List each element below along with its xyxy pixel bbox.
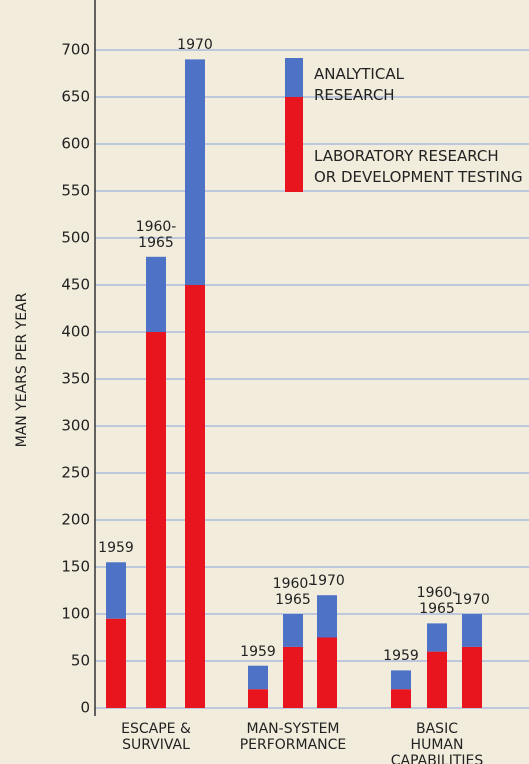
y-tick-label: 400: [61, 323, 90, 341]
y-tick-label: 250: [61, 464, 90, 482]
y-tick-label: 0: [80, 699, 90, 717]
bar-segment: [283, 646, 303, 708]
bar-segment: [462, 614, 482, 647]
bar-segment: [185, 285, 205, 708]
y-tick-label: 300: [61, 417, 90, 435]
bar-segment: [248, 689, 268, 708]
y-tick-label: 600: [61, 135, 90, 153]
bar-label: 1960- 1965: [416, 585, 458, 618]
bar-segment: [462, 646, 482, 708]
bar-segment: [283, 614, 303, 647]
bar-segment: [185, 59, 205, 286]
bar-segment: [146, 256, 166, 332]
bar-label: 1970: [177, 37, 213, 54]
y-tick-label: 500: [61, 229, 90, 247]
y-tick-label: 650: [61, 88, 90, 106]
bar-segment: [106, 562, 126, 619]
bar-label: 1960- 1965: [272, 576, 314, 608]
bar-segment: [391, 670, 411, 690]
bar-segment: [146, 332, 166, 708]
bar-segment: [427, 623, 447, 652]
y-tick-label: 350: [61, 370, 90, 388]
bar-label: 1960- 1965: [135, 218, 177, 251]
group-label: ESCAPE & SURVIVAL: [121, 721, 191, 753]
legend-swatch: [285, 97, 303, 192]
legend-label: LABORATORY RESEARCH OR DEVELOPMENT TESTI…: [314, 147, 523, 186]
y-tick-label: 450: [61, 276, 90, 294]
bar-label: 1959: [383, 648, 419, 665]
group-label: BASIC HUMAN CAPABILITIES: [390, 721, 484, 764]
bar-segment: [427, 651, 447, 708]
bar-segment: [317, 595, 337, 638]
y-tick-label: 100: [61, 605, 90, 623]
y-tick-label: 700: [61, 41, 90, 59]
bar-label: 1959: [98, 540, 134, 557]
group-label: MAN-SYSTEM PERFORMANCE: [239, 721, 347, 753]
bar-segment: [391, 689, 411, 708]
bar-segment: [317, 637, 337, 708]
y-axis-label: MAN YEARS PER YEAR: [14, 292, 30, 447]
y-tick-label: 200: [61, 511, 90, 529]
y-tick-label: 550: [61, 182, 90, 200]
bar-label: 1959: [240, 643, 276, 660]
bar-label: 1970: [454, 592, 490, 608]
bar-segment: [106, 618, 126, 708]
bar-segment: [248, 665, 268, 690]
y-tick-label: 50: [71, 652, 90, 670]
bar-label: 1970: [309, 573, 345, 590]
legend-label: ANALYTICAL RESEARCH: [314, 65, 404, 104]
y-tick-label: 150: [61, 558, 90, 576]
legend-swatch: [285, 58, 303, 97]
